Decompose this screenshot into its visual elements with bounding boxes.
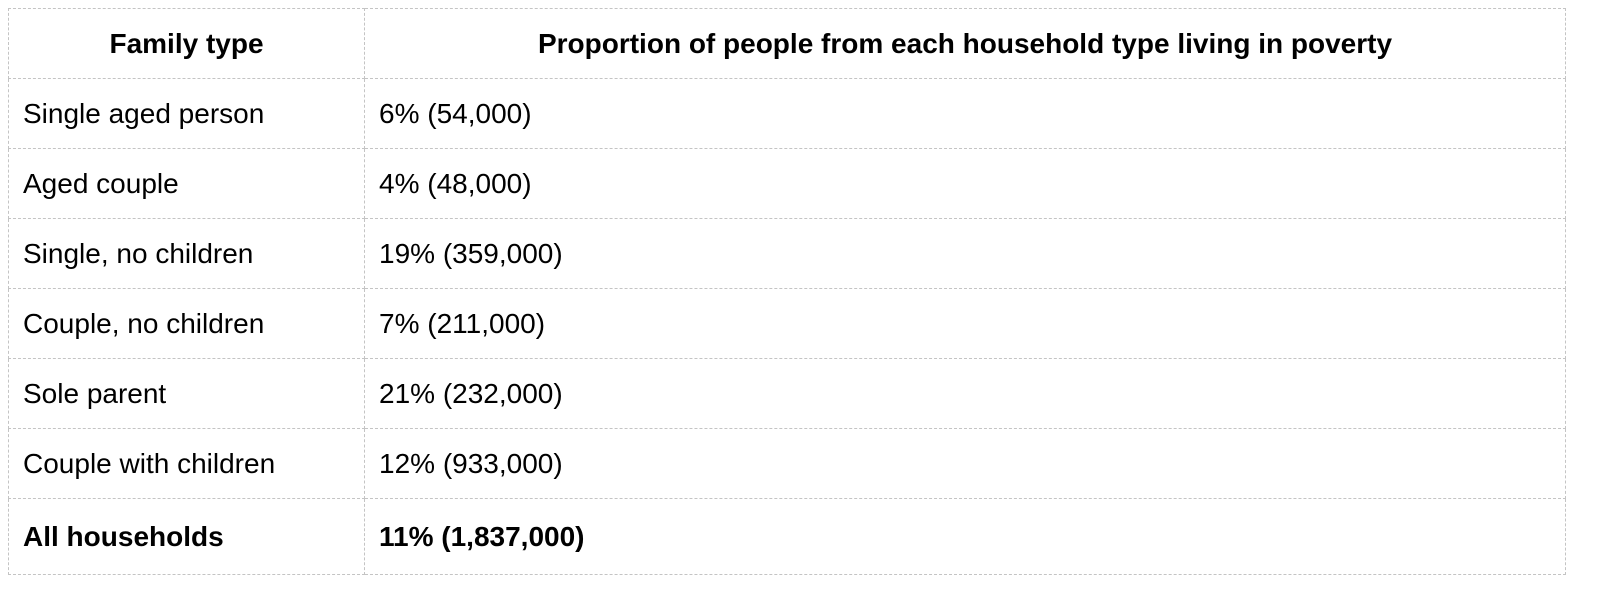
family-type-cell: All households xyxy=(8,498,365,575)
proportion-cell: 6% (54,000) xyxy=(364,78,1566,149)
table-row: Aged couple 4% (48,000) xyxy=(8,148,1566,219)
header-cell: Family type xyxy=(8,8,365,79)
family-type-cell: Sole parent xyxy=(8,358,365,429)
family-type-cell: Aged couple xyxy=(8,148,365,219)
family-type-cell: Couple, no children xyxy=(8,288,365,359)
table-row: Single aged person 6% (54,000) xyxy=(8,78,1566,149)
family-type-cell: Single, no children xyxy=(8,218,365,289)
table-row: Single, no children 19% (359,000) xyxy=(8,218,1566,289)
proportion-cell: 12% (933,000) xyxy=(364,428,1566,499)
table-row: Sole parent 21% (232,000) xyxy=(8,358,1566,429)
poverty-table: Family type Proportion of people from eac… xyxy=(8,8,1566,575)
proportion-cell: 7% (211,000) xyxy=(364,288,1566,359)
table-row: All households 11% (1,837,000) xyxy=(8,498,1566,575)
family-type-cell: Single aged person xyxy=(8,78,365,149)
table-row: Couple with children 12% (933,000) xyxy=(8,428,1566,499)
family-type-cell: Couple with children xyxy=(8,428,365,499)
header-cell: Proportion of people from each household… xyxy=(364,8,1566,79)
proportion-cell: 11% (1,837,000) xyxy=(364,498,1566,575)
proportion-cell: 21% (232,000) xyxy=(364,358,1566,429)
proportion-cell: 19% (359,000) xyxy=(364,218,1566,289)
header-row: Family type Proportion of people from eac… xyxy=(8,8,1566,79)
table-row: Couple, no children 7% (211,000) xyxy=(8,288,1566,359)
proportion-cell: 4% (48,000) xyxy=(364,148,1566,219)
